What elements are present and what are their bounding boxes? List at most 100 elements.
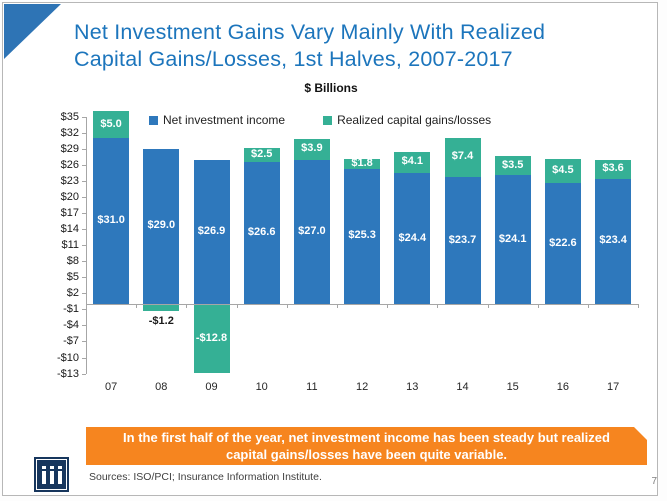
bar-segment-realized-capital-gains [394,151,431,174]
bar-segment-realized-capital-gains [595,159,632,179]
x-axis-category-label: 08 [155,381,168,393]
bar-segment-realized-capital-gains [293,138,330,160]
y-axis-tick [82,148,86,150]
y-axis-tick [82,325,86,327]
bar-value-label: $25.3 [348,229,376,242]
y-axis-tick-label: $14 [60,223,79,236]
x-axis-category-label: 13 [406,381,419,393]
bar-segment-realized-capital-gains [344,159,381,169]
bar-segment-net-investment-income [494,175,531,304]
bar-value-label: $4.5 [552,164,574,177]
x-axis-category-label: 14 [456,381,469,393]
bar-segment-net-investment-income [444,177,481,304]
y-axis-tick-label: $29 [60,142,79,155]
iii-logo-icon [34,457,69,492]
y-axis-tick-label: -$4 [63,319,79,332]
x-axis-category-label: 16 [556,381,570,393]
bar-value-label: $3.9 [301,142,323,155]
y-axis-tick [82,261,86,263]
x-axis-line [86,304,639,305]
x-axis-category-label: 17 [606,381,620,393]
bar-value-label: $4.1 [401,155,423,168]
bar-segment-net-investment-income [394,173,431,304]
bar-value-label: $26.6 [247,225,276,238]
x-axis-tick [136,304,138,308]
x-axis-category-label: 15 [506,381,519,393]
slide: Net Investment Gains Vary Mainly With Re… [2,2,658,496]
x-axis-tick [186,304,188,308]
page-title-line2: Capital Gains/Losses, 1st Halves, 2007-2… [74,47,513,71]
bar-segment-net-investment-income [243,161,280,304]
x-axis-category-label: 10 [255,381,268,393]
bar-segment-realized-capital-gains [193,305,230,374]
y-axis-tick [82,245,86,247]
bar-segment-net-investment-income [544,183,581,304]
x-axis-tick [286,304,288,308]
y-axis-tick-label: -$10 [56,351,79,364]
y-axis-tick-label: $20 [60,191,79,203]
y-axis-tick-label: -$1 [63,303,79,316]
legend-label-net-investment-income: Net investment income [163,113,286,127]
bar-value-label: $23.7 [448,233,477,246]
y-axis-tick-label: $35 [60,110,79,123]
bar-segment-net-investment-income [93,138,130,304]
bar-value-label: $24.1 [498,232,527,245]
x-axis-category-label: 11 [306,381,318,393]
y-axis-tick [82,229,86,231]
y-axis-tick [82,293,86,295]
x-axis-category-label: 07 [104,381,118,393]
bar-value-label: $27.0 [298,224,326,237]
y-axis-tick-label: $23 [60,174,79,187]
stacked-bar-chart: $35 $32 $29 $26 $23 $20 $17 $14 $11 $8 $5 $2 -$1 -$4 -… [3,3,657,495]
legend-item-realized-capital-gains: Realized capital gains/losses [323,113,491,127]
bar-segment-realized-capital-gains [243,148,280,162]
y-axis-tick [82,180,86,182]
x-axis-tick [487,304,489,308]
x-axis-tick [236,304,238,308]
y-axis-tick [82,309,86,311]
y-axis-tick-label: $2 [66,287,79,300]
chart-units-label: $ Billions [304,81,358,95]
page-number: 7 [651,476,657,487]
y-axis-tick-label: $32 [60,126,79,139]
y-axis-tick [82,357,86,359]
bar-value-label: $26.9 [197,225,226,238]
x-axis-tick [638,304,640,308]
bar-segment-net-investment-income [193,160,230,304]
bar-value-label: $23.4 [599,234,627,247]
bar-value-label: $2.5 [250,148,273,160]
x-axis-tick [437,304,439,308]
x-axis-tick [337,304,338,308]
bar-segment-realized-capital-gains [143,305,180,312]
bar-segment-realized-capital-gains [494,156,531,176]
y-axis-tick-label: $17 [60,207,79,220]
y-axis-tick [82,164,86,166]
y-axis-tick-label: $5 [66,271,79,284]
bar-value-label: -$12.8 [195,332,228,345]
bar-segment-net-investment-income [344,168,381,304]
legend-label-realized-capital-gains: Realized capital gains/losses [337,113,492,127]
bar-value-label: $24.4 [398,231,427,244]
x-axis-tick [387,304,389,308]
bar-segment-net-investment-income [293,159,330,304]
y-axis-tick [82,341,86,343]
x-axis-category-label: 12 [355,381,369,393]
page-title-line1: Net Investment Gains Vary Mainly With Re… [74,20,546,44]
bar-value-label: $29.0 [147,219,176,232]
legend-item-net-investment-income: Net investment income [149,113,285,127]
bar-segment-realized-capital-gains [544,159,581,184]
x-axis-tick [86,304,87,308]
y-axis-tick-label: -$7 [63,335,79,348]
y-axis-tick [82,132,86,134]
y-axis-line [86,116,87,374]
y-axis-tick [82,277,86,279]
y-axis-tick-label: -$13 [56,367,79,380]
bar-segment-net-investment-income [595,178,632,304]
callout-text: In the first half of the year, net inves… [123,430,610,462]
y-axis-tick-label: $11 [61,239,79,252]
y-axis-tick-label: $26 [60,158,79,171]
bar-value-label: $22.6 [549,236,577,249]
bar-segment-realized-capital-gains [444,137,481,178]
legend-swatch-blue-icon [149,115,158,125]
bar-value-label: $1.8 [351,156,373,169]
